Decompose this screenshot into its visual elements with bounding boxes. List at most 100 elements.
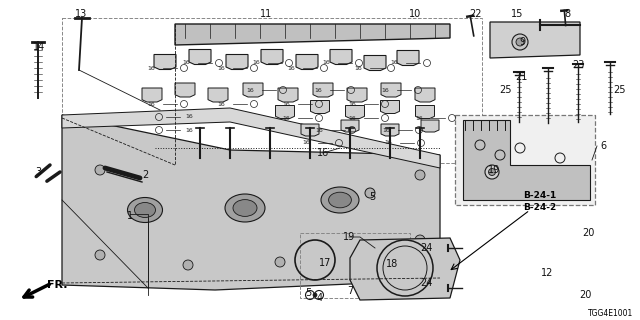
Text: 11: 11 bbox=[260, 9, 272, 19]
Text: 20: 20 bbox=[582, 228, 594, 238]
Text: 19: 19 bbox=[488, 165, 500, 175]
Text: 16: 16 bbox=[317, 148, 329, 158]
Ellipse shape bbox=[233, 200, 257, 216]
Polygon shape bbox=[175, 24, 450, 45]
Circle shape bbox=[365, 253, 375, 263]
Text: 25: 25 bbox=[612, 85, 625, 95]
Polygon shape bbox=[341, 120, 359, 132]
Text: 16: 16 bbox=[282, 101, 290, 107]
Text: 16: 16 bbox=[302, 140, 310, 146]
Text: 16: 16 bbox=[217, 66, 225, 70]
Text: 16: 16 bbox=[147, 101, 155, 107]
Text: 22: 22 bbox=[470, 9, 483, 19]
Text: 16: 16 bbox=[382, 127, 390, 132]
Bar bbox=[455, 115, 595, 205]
Text: B-24-1: B-24-1 bbox=[523, 191, 556, 201]
Polygon shape bbox=[350, 238, 460, 300]
Circle shape bbox=[95, 250, 105, 260]
Polygon shape bbox=[226, 54, 248, 69]
Circle shape bbox=[313, 293, 317, 297]
Text: 20: 20 bbox=[579, 290, 591, 300]
Polygon shape bbox=[415, 88, 435, 102]
Polygon shape bbox=[364, 55, 386, 70]
Circle shape bbox=[365, 188, 375, 198]
Text: 19: 19 bbox=[343, 232, 355, 242]
Text: B-24-2: B-24-2 bbox=[523, 204, 556, 212]
Text: 16: 16 bbox=[316, 127, 323, 132]
Text: 16: 16 bbox=[252, 60, 260, 66]
Text: 24: 24 bbox=[420, 278, 432, 288]
Text: FR.: FR. bbox=[47, 280, 67, 290]
Polygon shape bbox=[62, 108, 440, 168]
Ellipse shape bbox=[321, 187, 359, 213]
Polygon shape bbox=[330, 50, 352, 65]
Text: 9: 9 bbox=[519, 37, 525, 47]
Text: 23: 23 bbox=[572, 60, 584, 70]
Text: 16: 16 bbox=[384, 140, 392, 146]
Text: TGG4E1001: TGG4E1001 bbox=[588, 308, 633, 317]
Text: 16: 16 bbox=[381, 87, 389, 92]
Polygon shape bbox=[62, 115, 440, 290]
Text: 16: 16 bbox=[246, 87, 254, 92]
Bar bbox=[300, 233, 410, 298]
Ellipse shape bbox=[134, 203, 156, 218]
Polygon shape bbox=[490, 22, 580, 58]
Text: 16: 16 bbox=[415, 116, 423, 121]
Circle shape bbox=[95, 165, 105, 175]
Polygon shape bbox=[313, 83, 333, 97]
Text: 16: 16 bbox=[323, 60, 330, 66]
Circle shape bbox=[275, 257, 285, 267]
Polygon shape bbox=[189, 50, 211, 65]
Polygon shape bbox=[346, 106, 365, 118]
Circle shape bbox=[516, 38, 524, 46]
Polygon shape bbox=[463, 120, 590, 200]
Polygon shape bbox=[154, 54, 176, 69]
Bar bbox=[62, 18, 482, 163]
Polygon shape bbox=[275, 106, 294, 118]
Polygon shape bbox=[296, 54, 318, 69]
Text: 6: 6 bbox=[600, 141, 606, 151]
Text: 3: 3 bbox=[35, 167, 41, 177]
Text: 10: 10 bbox=[409, 9, 421, 19]
Circle shape bbox=[512, 34, 528, 50]
Text: 5: 5 bbox=[305, 288, 311, 298]
Text: 16: 16 bbox=[217, 101, 225, 107]
Polygon shape bbox=[142, 88, 162, 102]
Circle shape bbox=[415, 170, 425, 180]
Ellipse shape bbox=[225, 194, 265, 222]
Text: 5: 5 bbox=[369, 192, 375, 202]
Circle shape bbox=[488, 169, 495, 175]
Text: 16: 16 bbox=[282, 116, 290, 121]
Ellipse shape bbox=[328, 192, 351, 208]
Text: 16: 16 bbox=[185, 127, 193, 132]
Text: 16: 16 bbox=[147, 66, 155, 70]
Polygon shape bbox=[381, 124, 399, 136]
Text: 24: 24 bbox=[420, 243, 432, 253]
Polygon shape bbox=[208, 88, 228, 102]
Text: 15: 15 bbox=[511, 9, 523, 19]
Circle shape bbox=[415, 235, 425, 245]
Polygon shape bbox=[381, 100, 399, 114]
Polygon shape bbox=[421, 120, 439, 132]
Text: 16: 16 bbox=[314, 87, 322, 92]
Text: 16: 16 bbox=[348, 116, 356, 121]
Polygon shape bbox=[261, 50, 283, 65]
Polygon shape bbox=[243, 83, 263, 97]
Circle shape bbox=[485, 165, 499, 179]
Text: 18: 18 bbox=[386, 259, 398, 269]
Polygon shape bbox=[347, 88, 367, 102]
Text: 13: 13 bbox=[75, 9, 87, 19]
Circle shape bbox=[183, 260, 193, 270]
Ellipse shape bbox=[127, 197, 163, 222]
Polygon shape bbox=[278, 88, 298, 102]
Text: 17: 17 bbox=[319, 258, 331, 268]
Text: 12: 12 bbox=[541, 268, 553, 278]
Polygon shape bbox=[397, 51, 419, 66]
Text: 16: 16 bbox=[182, 60, 190, 66]
Text: 16: 16 bbox=[287, 66, 295, 70]
Polygon shape bbox=[415, 106, 435, 118]
Text: 21: 21 bbox=[515, 72, 527, 82]
Text: 7: 7 bbox=[347, 286, 353, 296]
Text: 16: 16 bbox=[390, 60, 398, 66]
Polygon shape bbox=[381, 83, 401, 97]
